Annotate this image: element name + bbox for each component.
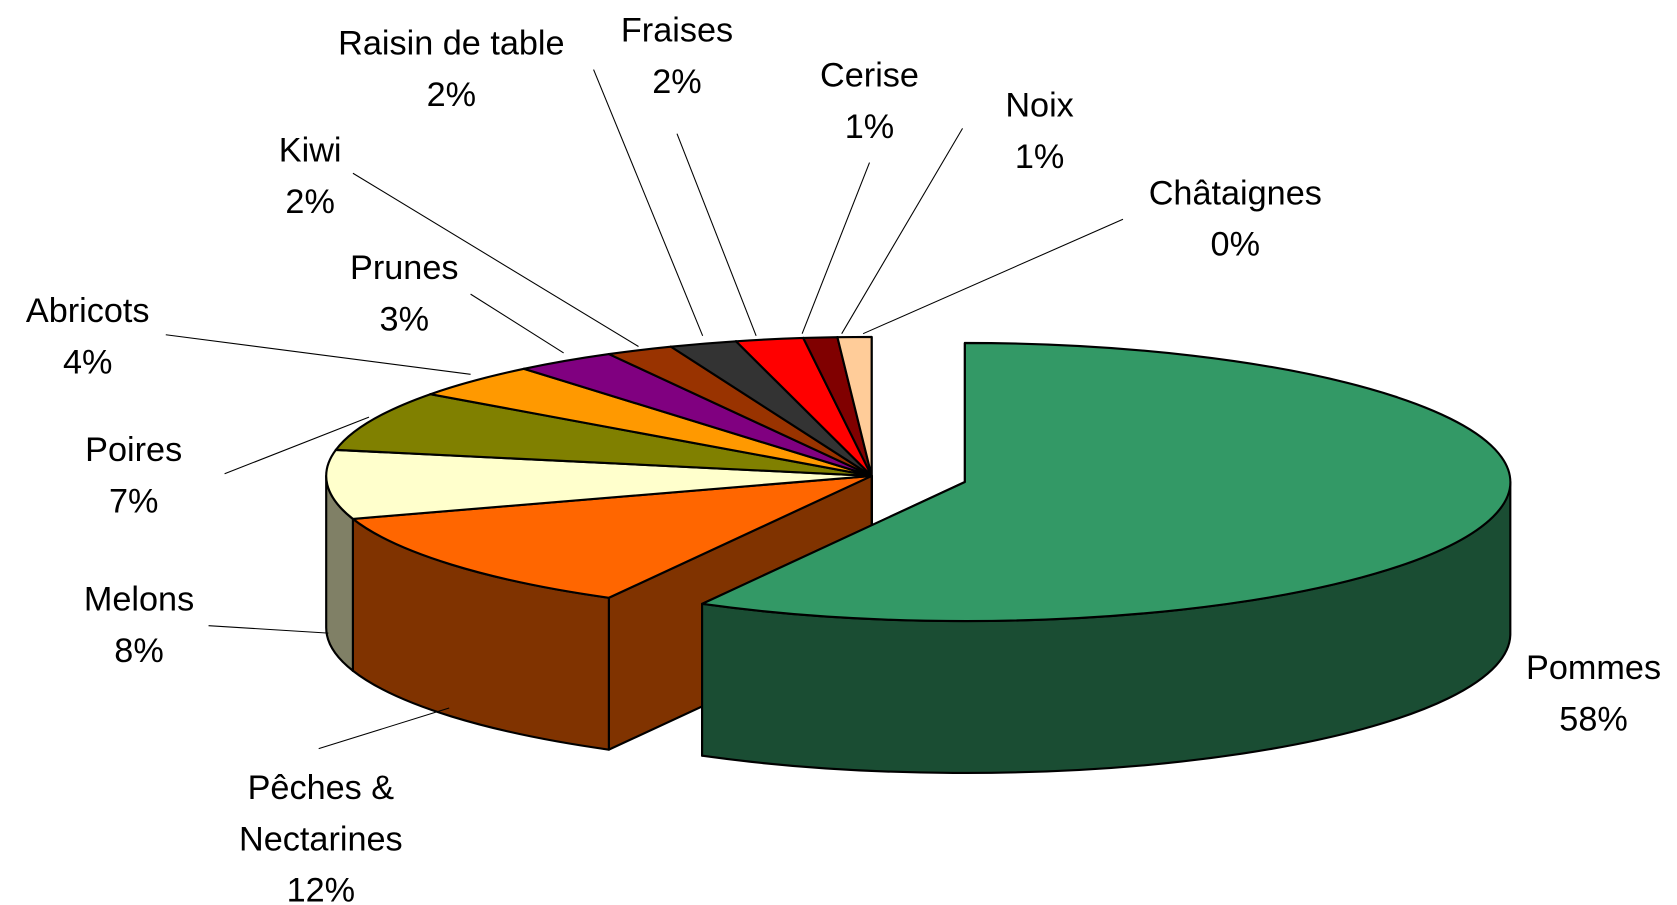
- category-label: Raisin de table: [338, 23, 565, 63]
- data-label: Kiwi 2%: [279, 124, 342, 227]
- value-label: 2%: [285, 181, 335, 221]
- value-label: 4%: [62, 342, 113, 381]
- value-label: 12%: [286, 870, 356, 905]
- category-label: Cerise: [820, 55, 919, 95]
- value-label: 2%: [652, 62, 702, 101]
- slice: [334, 393, 873, 477]
- category-label: Châtaignes: [1148, 173, 1322, 212]
- leader-line: [862, 218, 1124, 335]
- data-label: Fraises 2%: [621, 4, 733, 107]
- leader-line: [165, 334, 471, 375]
- data-label: Prunes 3%: [350, 242, 458, 345]
- category-label: Fraises: [620, 10, 734, 50]
- value-label: 8%: [114, 631, 164, 670]
- data-label: Cerise 1%: [820, 49, 919, 152]
- data-label: Pommes 58%: [1526, 642, 1661, 745]
- leader-line: [676, 133, 757, 337]
- data-label: Poires 7%: [85, 424, 182, 527]
- leader-line: [841, 128, 964, 334]
- data-label: Châtaignes 0%: [1149, 167, 1322, 270]
- category-label: Noix: [1005, 85, 1074, 125]
- category-label: Abricots: [25, 290, 150, 330]
- slice: [351, 474, 873, 599]
- value-label: 1%: [844, 106, 895, 146]
- category-label: Kiwi: [278, 130, 342, 169]
- leader-line: [224, 416, 370, 475]
- data-label: Pêches & Nectarines 12%: [214, 761, 428, 905]
- slice: [836, 335, 873, 477]
- slice: [701, 341, 1512, 623]
- data-label: Abricots 4%: [26, 284, 150, 387]
- category-label: Poires: [85, 429, 183, 469]
- value-label: 2%: [426, 74, 477, 114]
- value-label: 7%: [108, 481, 159, 520]
- slice: [325, 448, 873, 520]
- category-label: Prunes: [350, 248, 459, 287]
- value-label: 1%: [1014, 136, 1065, 176]
- leader-line: [318, 707, 450, 750]
- value-label: 58%: [1559, 699, 1628, 738]
- leader-line: [208, 625, 329, 634]
- category-label: Pommes: [1526, 648, 1662, 687]
- value-label: 3%: [379, 299, 429, 338]
- leader-line: [801, 162, 871, 334]
- data-label: Raisin de table 2%: [338, 17, 564, 120]
- leader-line: [593, 69, 704, 337]
- leader-line: [352, 172, 639, 347]
- value-label: 0%: [1210, 224, 1260, 264]
- data-label: Melons 8%: [84, 573, 194, 676]
- data-label: Noix 1%: [1005, 79, 1073, 182]
- category-label: Melons: [83, 579, 195, 619]
- category-label: Pêches & Nectarines: [239, 767, 403, 858]
- leader-line: [470, 293, 564, 354]
